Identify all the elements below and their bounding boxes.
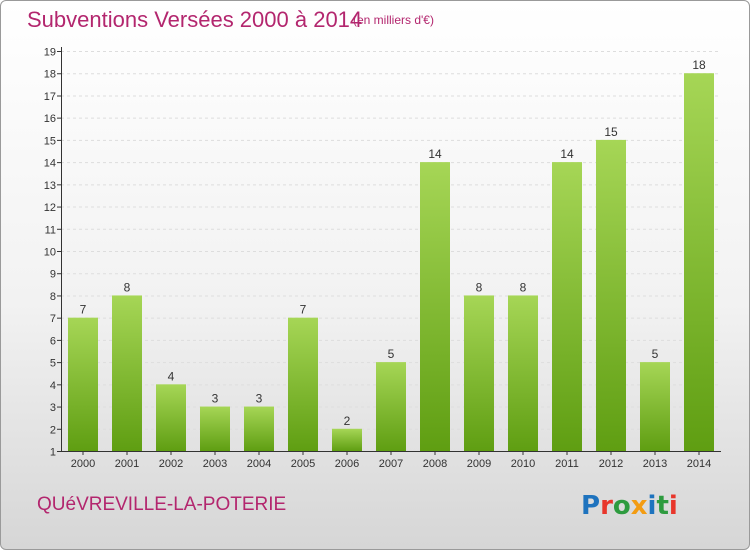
y-tick-label: 9 bbox=[50, 269, 56, 281]
y-tick-label: 11 bbox=[45, 224, 56, 236]
bar-2002 bbox=[156, 384, 186, 451]
y-tick-label: 18 bbox=[44, 69, 56, 81]
y-tick-label: 16 bbox=[44, 113, 56, 125]
x-tick-label: 2012 bbox=[599, 458, 623, 470]
y-tick-label: 5 bbox=[50, 358, 56, 370]
y-tick-label: 15 bbox=[44, 135, 56, 147]
x-tick-label: 2014 bbox=[687, 458, 711, 470]
y-tick-label: 1 bbox=[50, 447, 56, 459]
bar-2012 bbox=[596, 139, 626, 451]
logo-letter: x bbox=[630, 491, 648, 521]
data-label: 14 bbox=[428, 147, 442, 161]
y-tick-label: 19 bbox=[44, 47, 56, 59]
y-tick-label: 2 bbox=[50, 424, 56, 436]
data-label: 15 bbox=[604, 125, 618, 139]
logo-letter: i bbox=[647, 491, 657, 521]
logo-letter: r bbox=[600, 491, 613, 521]
y-tick-label: 4 bbox=[50, 380, 56, 392]
proxiti-logo[interactable]: Proxiti bbox=[581, 491, 678, 521]
x-tick-label: 2003 bbox=[203, 458, 227, 470]
x-tick-label: 2013 bbox=[643, 458, 667, 470]
bar-2009 bbox=[464, 295, 494, 451]
bar-2013 bbox=[640, 362, 670, 451]
data-label: 2 bbox=[344, 414, 351, 428]
bar-2005 bbox=[288, 317, 318, 451]
data-label: 3 bbox=[256, 392, 263, 406]
y-tick-label: 6 bbox=[50, 335, 56, 347]
bar-2006 bbox=[332, 428, 362, 451]
y-tick-label: 7 bbox=[50, 313, 56, 325]
data-label: 5 bbox=[652, 347, 659, 361]
bar-2004 bbox=[244, 406, 274, 451]
bar-2001 bbox=[112, 295, 142, 451]
bar-2000 bbox=[68, 317, 98, 451]
x-tick-label: 2001 bbox=[115, 458, 139, 470]
logo-letter: t bbox=[656, 491, 669, 521]
bar-2011 bbox=[552, 162, 582, 451]
bar-2010 bbox=[508, 295, 538, 451]
data-label: 5 bbox=[388, 347, 395, 361]
data-label: 3 bbox=[212, 392, 219, 406]
bars bbox=[68, 73, 714, 451]
x-tick-label: 2007 bbox=[379, 458, 403, 470]
data-labels: 7 8 4 3 3 7 2 5 14 8 8 14 15 5 18 bbox=[80, 58, 706, 428]
x-tick-label: 2005 bbox=[291, 458, 315, 470]
logo-letter: o bbox=[612, 491, 631, 521]
x-tick-label: 2008 bbox=[423, 458, 447, 470]
data-label: 8 bbox=[124, 280, 131, 294]
data-label: 14 bbox=[560, 147, 574, 161]
chart-title: Subventions Versées 2000 à 2014 bbox=[27, 7, 363, 32]
y-tick-label: 10 bbox=[44, 247, 56, 259]
x-tick-label: 2000 bbox=[71, 458, 95, 470]
y-tick-label: 12 bbox=[44, 202, 56, 214]
y-tick-label: 14 bbox=[44, 158, 56, 170]
y-tick-label: 3 bbox=[50, 402, 56, 414]
data-label: 7 bbox=[80, 303, 87, 317]
bar-2014 bbox=[684, 73, 714, 451]
bar-2007 bbox=[376, 362, 406, 451]
y-tick-label: 17 bbox=[44, 91, 56, 103]
x-tick-label: 2006 bbox=[335, 458, 359, 470]
bar-2008 bbox=[420, 162, 450, 451]
y-tick-label: 8 bbox=[50, 291, 56, 303]
commune-name: QUéVREVILLE-LA-POTERIE bbox=[37, 494, 287, 515]
data-label: 4 bbox=[168, 369, 175, 383]
x-tick-label: 2010 bbox=[511, 458, 535, 470]
data-label: 8 bbox=[476, 280, 483, 294]
chart-subtitle: (en milliers d'€) bbox=[353, 13, 434, 27]
x-tick-label: 2002 bbox=[159, 458, 183, 470]
data-label: 18 bbox=[692, 58, 706, 72]
x-tick-label: 2004 bbox=[247, 458, 271, 470]
y-tick-label: 13 bbox=[44, 180, 56, 192]
bar-2003 bbox=[200, 406, 230, 451]
x-tick-label: 2011 bbox=[555, 458, 579, 470]
logo-letter: i bbox=[668, 491, 678, 521]
x-tick-label: 2009 bbox=[467, 458, 491, 470]
data-label: 7 bbox=[300, 303, 307, 317]
logo-letter: P bbox=[581, 491, 601, 521]
data-label: 8 bbox=[520, 280, 527, 294]
